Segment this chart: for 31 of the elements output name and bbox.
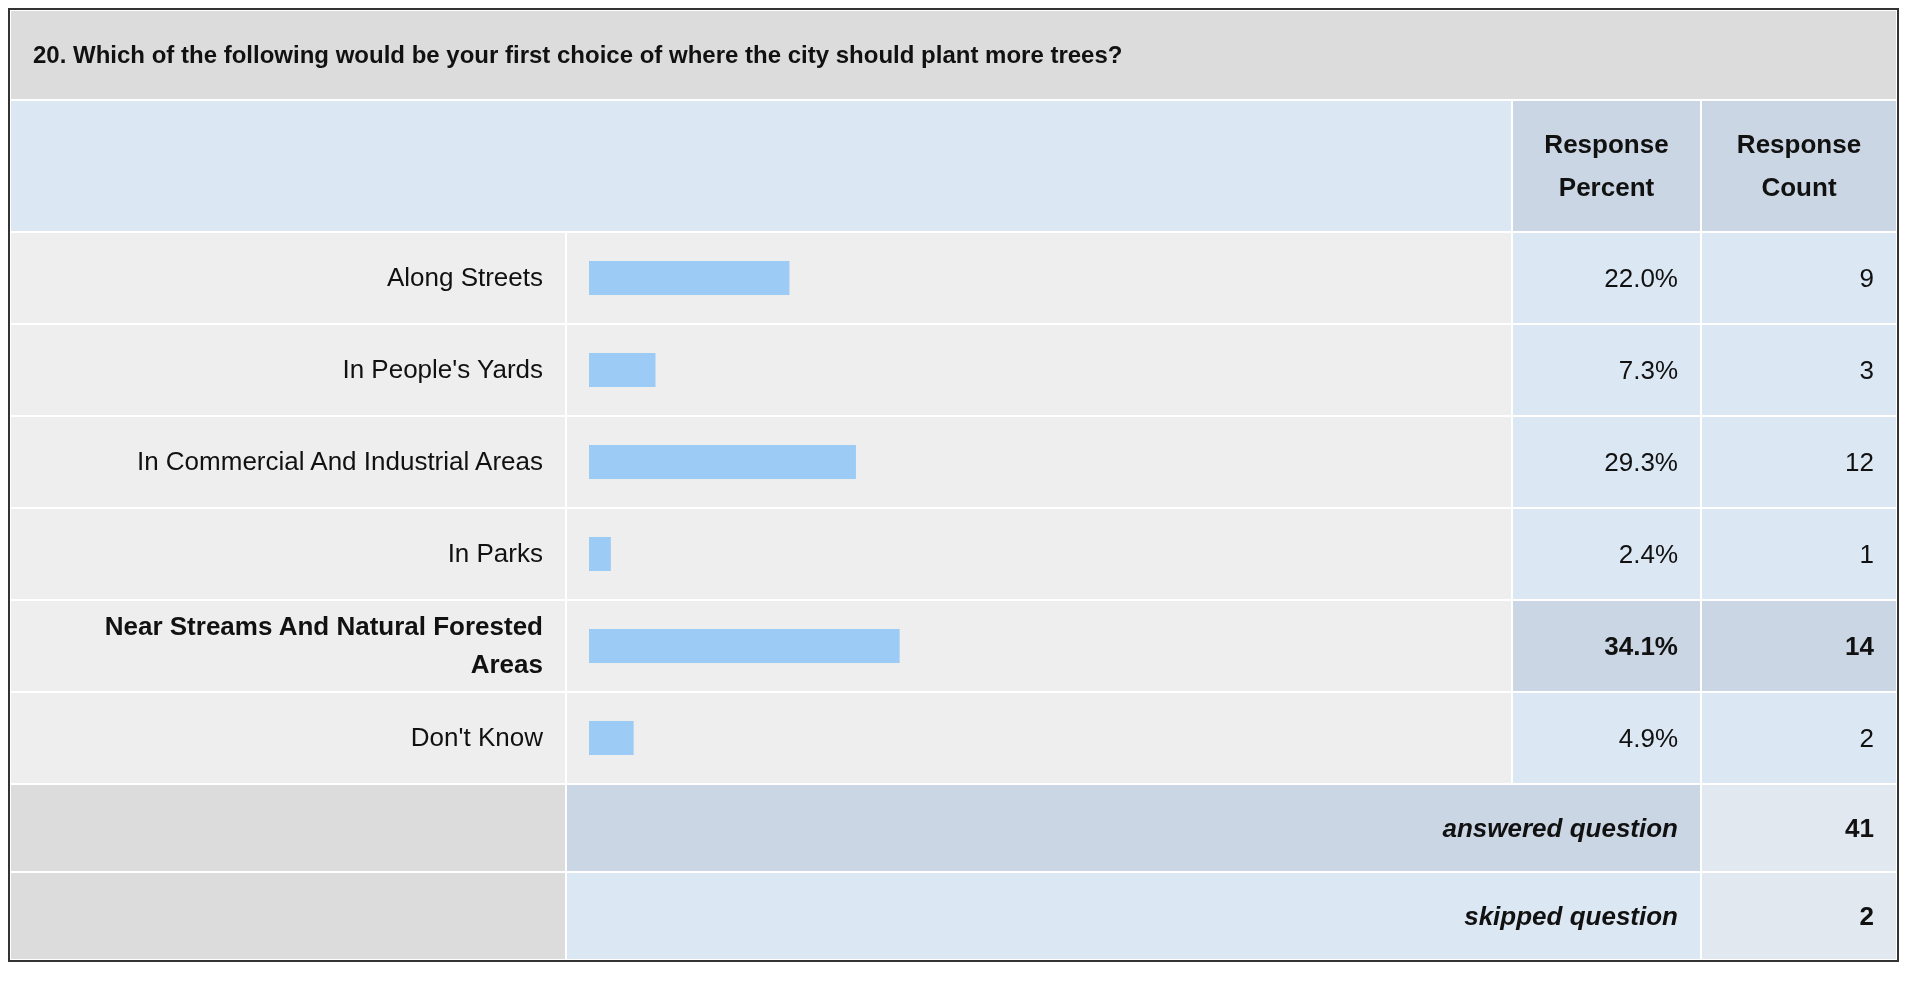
text: 14 [1845,630,1874,662]
bar [589,444,856,480]
bar [589,628,900,664]
text: 2 [1859,722,1874,754]
data-label: 7.3% [1618,354,1678,386]
bar [589,720,634,756]
text: skipped question [1464,900,1678,932]
bar [589,352,656,388]
text: 2 [1859,900,1874,932]
bar [589,260,790,296]
data-label: 29.3% [1604,446,1678,478]
y-tick-label: In People's Yards [342,353,543,387]
text: 3 [1859,354,1874,386]
y-tick-label: Don't Know [410,721,543,755]
data-label: 34.1% [1604,630,1678,662]
bar [589,536,611,572]
text: 12 [1845,446,1874,478]
data-label: 4.9% [1618,722,1678,754]
y-tick-label: Along Streets [386,261,543,295]
y-tick-label: In Commercial And Industrial Areas [136,445,543,479]
text: 9 [1859,262,1874,294]
text: answered question [1442,812,1678,844]
text: 41 [1845,812,1874,844]
text: 1 [1859,538,1874,570]
text: Response Percent [1543,128,1670,204]
data-label: 22.0% [1604,262,1678,294]
chart-title: 20. Which of the following would be your first choice of where the city should plant more trees? [33,41,1123,69]
y-tick-label: In Parks [447,537,543,571]
y-tick-label: Near Streams And Natural Forested Areas [103,610,543,681]
data-label: 2.4% [1618,538,1678,570]
text: Response Count [1735,128,1863,204]
